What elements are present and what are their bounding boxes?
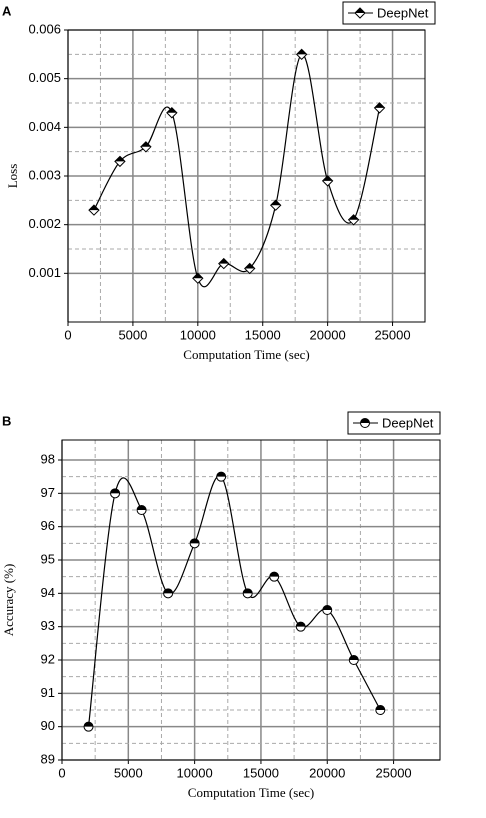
marker-fill (269, 572, 279, 577)
data-point (192, 272, 204, 284)
data-point (375, 705, 386, 715)
legend-marker (354, 7, 366, 19)
data-point (295, 48, 308, 61)
marker-fill (270, 200, 281, 206)
x-tick-label: 10000 (177, 765, 213, 780)
x-tick-label: 20000 (310, 327, 346, 342)
marker-fill (192, 273, 203, 279)
plot-frame (61, 439, 441, 761)
marker-fill (296, 622, 306, 627)
marker-fill (355, 8, 365, 13)
data-point (218, 257, 230, 270)
x-axis-label: Computation Time (sec) (188, 785, 314, 800)
y-tick-label: 92 (41, 651, 55, 666)
y-tick-label: 98 (41, 451, 55, 466)
marker-fill (243, 588, 253, 594)
x-tick-label: 0 (58, 765, 65, 780)
data-point (244, 262, 256, 275)
x-tick-label: 20000 (309, 765, 345, 780)
y-tick-label: 95 (41, 551, 55, 566)
marker-fill (140, 141, 151, 147)
data-point (166, 107, 178, 119)
data-point (373, 102, 386, 114)
y-tick-label: 0.004 (28, 119, 61, 134)
data-point (270, 199, 282, 211)
marker-fill (244, 263, 255, 269)
marker-fill (216, 472, 226, 477)
x-tick-label: 5000 (114, 765, 143, 780)
x-tick-label: 0 (64, 327, 71, 342)
data-point (140, 141, 152, 153)
data-point (88, 204, 100, 216)
y-tick-label: 0.002 (28, 216, 61, 231)
y-axis-label: Loss (5, 164, 20, 189)
marker-fill (84, 722, 94, 727)
marker-fill (218, 258, 229, 264)
marker-fill (163, 588, 173, 594)
series-line (87, 475, 381, 727)
marker-fill (88, 205, 99, 211)
marker-fill (360, 418, 370, 423)
x-tick-label: 25000 (374, 327, 410, 342)
x-tick-label: 25000 (376, 765, 412, 780)
data-point (295, 621, 306, 632)
data-point (163, 588, 174, 599)
legend-box (342, 1, 436, 25)
data-point (269, 571, 280, 582)
legend-label: DeepNet (377, 5, 429, 20)
marker-fill (190, 538, 200, 544)
data-point (110, 488, 121, 499)
marker-fill (137, 505, 147, 510)
x-tick-label: 5000 (118, 327, 147, 342)
panel-label: B (2, 413, 11, 428)
data-point (348, 655, 359, 665)
x-tick-label: 15000 (245, 327, 281, 342)
data-point (242, 588, 253, 599)
data-point (322, 605, 333, 615)
legend-label: DeepNet (382, 415, 434, 430)
y-tick-label: 0.001 (28, 265, 61, 280)
y-axis-label: Accuracy (%) (1, 564, 16, 637)
marker-fill (374, 102, 385, 108)
y-tick-label: 89 (41, 751, 55, 766)
marker-fill (166, 107, 177, 113)
marker-fill (348, 214, 359, 220)
marker-fill (114, 156, 125, 162)
data-point (114, 155, 126, 168)
y-tick-label: 96 (41, 518, 55, 533)
y-tick-label: 0.005 (28, 70, 61, 85)
marker-fill (375, 705, 385, 710)
data-point (189, 538, 200, 549)
data-point (136, 505, 147, 515)
y-tick-label: 90 (41, 718, 55, 733)
legend-marker (360, 418, 370, 428)
y-tick-label: 0.003 (28, 167, 61, 182)
x-tick-label: 10000 (180, 327, 216, 342)
y-tick-label: 91 (41, 685, 55, 700)
marker-fill (322, 605, 332, 610)
series-line (93, 53, 381, 288)
marker-fill (349, 655, 359, 660)
marker-fill (322, 175, 333, 181)
marker-fill (110, 488, 120, 494)
plot-frame (67, 29, 426, 323)
x-axis-label: Computation Time (sec) (183, 347, 309, 362)
legend-box (347, 411, 441, 435)
y-tick-label: 97 (41, 485, 55, 500)
marker-fill (296, 49, 307, 55)
panel-label: A (2, 3, 12, 18)
data-point (216, 471, 227, 482)
y-tick-label: 94 (41, 585, 55, 600)
data-point (321, 175, 334, 187)
y-tick-label: 0.006 (28, 21, 61, 36)
y-tick-label: 93 (41, 618, 55, 633)
data-point (83, 721, 94, 732)
x-tick-label: 15000 (243, 765, 279, 780)
data-point (347, 214, 360, 226)
